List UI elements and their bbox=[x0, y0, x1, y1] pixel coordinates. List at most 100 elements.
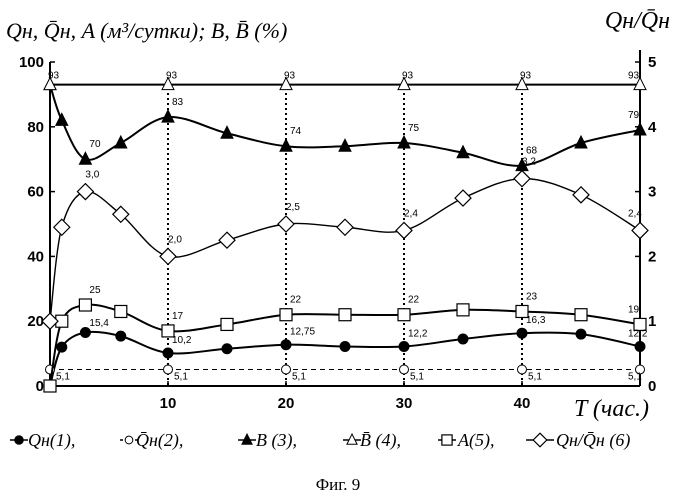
data-label-s3-3: 75 bbox=[408, 123, 420, 134]
point-s3-3 bbox=[113, 134, 128, 149]
point-s6-6 bbox=[277, 215, 295, 233]
x-tick-label-10: 10 bbox=[160, 395, 177, 412]
data-label-s6-0: 3,0 bbox=[85, 170, 99, 181]
point-s6-1 bbox=[52, 218, 71, 237]
data-label-s2-3: 5,1 bbox=[410, 371, 424, 382]
point-s2-1 bbox=[163, 364, 173, 375]
data-label-s3-1: 83 bbox=[172, 97, 184, 108]
point-s2-5 bbox=[635, 364, 645, 375]
point-s4-3 bbox=[397, 76, 411, 91]
point-s1-4 bbox=[162, 347, 174, 359]
data-label-s6-4: 3,2 bbox=[522, 157, 536, 168]
right-axis-title: Qн/Q̄н bbox=[605, 8, 670, 34]
point-s6-9 bbox=[454, 189, 472, 207]
point-s4-4 bbox=[515, 76, 529, 91]
legend-marker-s6 bbox=[532, 432, 548, 448]
legend-marker-s1 bbox=[14, 435, 24, 445]
point-s5-3 bbox=[114, 304, 128, 319]
point-s1-9 bbox=[457, 333, 469, 345]
left-axis-title: Qн, Q̄н, A (м³/сутки); B, B̄ (%) bbox=[6, 18, 287, 43]
point-s6-0 bbox=[41, 312, 59, 331]
data-label-s5-2: 22 bbox=[290, 295, 302, 306]
y-right-tick-label-0: 0 bbox=[648, 378, 656, 395]
y-left-tick-label-60: 60 bbox=[27, 184, 44, 201]
point-s1-10 bbox=[516, 327, 528, 339]
point-s6-2 bbox=[76, 182, 95, 201]
legend-marker-s5 bbox=[441, 434, 453, 446]
series-line-s1 bbox=[49, 330, 641, 387]
point-s5-6 bbox=[279, 308, 293, 322]
y-left-tick-label-100: 100 bbox=[19, 54, 44, 71]
data-label-s1-1: 10,2 bbox=[172, 335, 192, 346]
x-tick-label-30: 30 bbox=[396, 395, 413, 412]
y-right-tick-label-2: 2 bbox=[648, 248, 656, 265]
point-s5-4 bbox=[161, 324, 175, 338]
y-left-tick-label-0: 0 bbox=[36, 378, 44, 395]
data-label-s1-4: 16,3 bbox=[526, 315, 546, 326]
point-s6-12 bbox=[631, 221, 649, 240]
point-s3-1 bbox=[54, 112, 69, 126]
y-left-tick-label-20: 20 bbox=[27, 313, 44, 330]
point-s3-8 bbox=[397, 134, 411, 149]
y-left-tick-label-80: 80 bbox=[27, 119, 44, 136]
point-s2-4 bbox=[517, 364, 527, 375]
data-label-s5-3: 22 bbox=[408, 295, 420, 306]
point-s2-3 bbox=[399, 364, 409, 375]
point-s5-2 bbox=[78, 298, 93, 312]
legend: Qн(1), Q̄н(2), B (3), B̄ (4), A(5), Qн/Q̄н (6… bbox=[10, 430, 630, 451]
point-s2-2 bbox=[281, 364, 291, 375]
point-s1-8 bbox=[398, 340, 410, 352]
data-label-s4-5: 93 bbox=[628, 71, 640, 82]
legend-label-s3: B (3), bbox=[256, 430, 297, 451]
x-tick-label-40: 40 bbox=[514, 395, 531, 412]
legend-label-s1: Qн(1), bbox=[28, 430, 75, 451]
data-label-s4-4: 93 bbox=[520, 71, 532, 82]
point-s5-5 bbox=[220, 317, 234, 332]
figure-caption: Фиг. 9 bbox=[316, 475, 361, 494]
point-s1-11 bbox=[575, 328, 587, 340]
point-s6-8 bbox=[395, 221, 413, 240]
point-s5-8 bbox=[397, 308, 411, 322]
data-label-s1-0: 15,4 bbox=[89, 318, 109, 329]
data-label-s5-0: 25 bbox=[89, 285, 101, 296]
data-labels: 15,4 10,2 12,75 12,2 16,3 12,2 5,1 5,1 5,1 5,1 5,1… bbox=[48, 71, 648, 383]
point-s6-10 bbox=[513, 169, 531, 188]
point-s3-9 bbox=[456, 144, 470, 159]
x-tick-label-20: 20 bbox=[278, 395, 295, 412]
point-s5-7 bbox=[338, 308, 352, 322]
point-s1-6 bbox=[280, 339, 292, 351]
data-label-s1-5: 12,2 bbox=[628, 328, 648, 339]
legend-label-s5: A(5), bbox=[457, 430, 494, 451]
series-line-s6 bbox=[49, 177, 641, 322]
legend-label-s6: Qн/Q̄н (6) bbox=[556, 430, 630, 451]
y-right-tick-label-3: 3 bbox=[648, 184, 656, 201]
point-s1-3 bbox=[115, 330, 127, 342]
point-s4-2 bbox=[279, 76, 293, 91]
point-s3-11 bbox=[574, 134, 588, 149]
point-s1-5 bbox=[221, 343, 233, 355]
point-s4-0 bbox=[43, 76, 57, 91]
point-s5-12 bbox=[633, 317, 647, 332]
legend-marker-s2 bbox=[124, 435, 134, 445]
point-s1-2 bbox=[79, 327, 91, 339]
point-s1-12 bbox=[634, 340, 646, 352]
legend-label-s4: B̄ (4), bbox=[360, 430, 401, 451]
series-line-s3 bbox=[49, 84, 641, 167]
data-label-s2-2: 5,1 bbox=[292, 371, 306, 382]
point-s6-11 bbox=[572, 185, 590, 204]
y-left-tick-label-40: 40 bbox=[27, 248, 44, 265]
data-label-s5-5: 19 bbox=[628, 304, 640, 315]
point-s4-5 bbox=[633, 76, 647, 91]
y-right-tick-label-1: 1 bbox=[648, 313, 656, 330]
data-label-s5-1: 17 bbox=[172, 311, 184, 322]
point-s3-12 bbox=[633, 121, 647, 136]
data-label-s6-3: 2,4 bbox=[404, 208, 418, 219]
data-label-s2-4: 5,1 bbox=[528, 371, 542, 382]
point-s1-7 bbox=[339, 340, 351, 352]
point-s3-7 bbox=[338, 138, 352, 152]
data-label-s6-2: 2,5 bbox=[286, 202, 300, 213]
y-right-tick-label-4: 4 bbox=[648, 119, 657, 136]
data-label-s3-2: 74 bbox=[290, 126, 302, 137]
data-label-s1-2: 12,75 bbox=[290, 327, 315, 338]
